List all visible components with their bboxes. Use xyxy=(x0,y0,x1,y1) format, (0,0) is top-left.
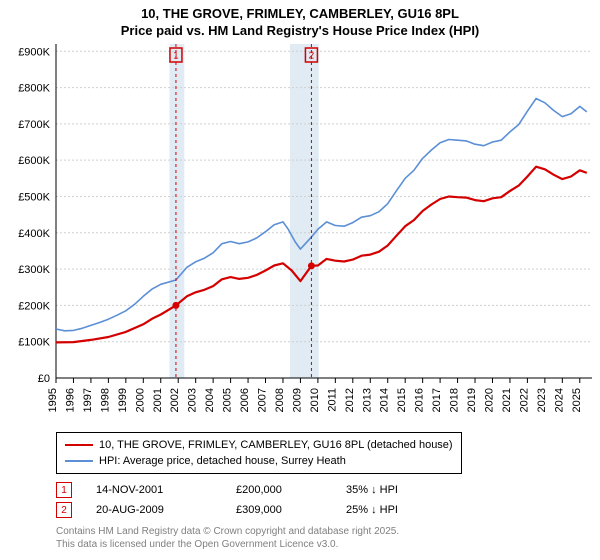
chart-container: 10, THE GROVE, FRIMLEY, CAMBERLEY, GU16 … xyxy=(0,0,600,560)
svg-text:£400K: £400K xyxy=(18,228,50,240)
licence-line-1: Contains HM Land Registry data © Crown c… xyxy=(56,526,399,537)
svg-text:2017: 2017 xyxy=(431,388,443,412)
sale-date-1: 14-NOV-2001 xyxy=(96,484,236,496)
svg-text:£0: £0 xyxy=(38,373,50,385)
sale-row-2: 2 20-AUG-2009 £309,000 25% ↓ HPI xyxy=(56,500,466,520)
svg-text:2019: 2019 xyxy=(466,388,478,412)
sale-delta-1: 35% ↓ HPI xyxy=(346,484,466,496)
svg-text:2015: 2015 xyxy=(396,388,408,412)
svg-text:2024: 2024 xyxy=(553,388,565,412)
svg-text:2005: 2005 xyxy=(222,388,234,412)
svg-text:£800K: £800K xyxy=(18,82,50,94)
legend-swatch-hpi xyxy=(65,460,93,462)
chart-svg: £0 £100K £200K £300K £400K £500K £600K £700K £80… xyxy=(0,40,600,420)
svg-text:2003: 2003 xyxy=(187,388,199,412)
chart-plot: £0 £100K £200K £300K £400K £500K £600K £700K £80… xyxy=(0,40,600,420)
svg-text:2014: 2014 xyxy=(379,388,391,412)
sale-delta-2: 25% ↓ HPI xyxy=(346,504,466,516)
svg-text:2012: 2012 xyxy=(344,388,356,412)
sale-price-1: £200,000 xyxy=(236,484,346,496)
sale-price-2: £309,000 xyxy=(236,504,346,516)
svg-text:2022: 2022 xyxy=(518,388,530,412)
sale-date-2: 20-AUG-2009 xyxy=(96,504,236,516)
licence-line-2: This data is licensed under the Open Gov… xyxy=(56,539,338,550)
legend: 10, THE GROVE, FRIMLEY, CAMBERLEY, GU16 … xyxy=(56,432,462,474)
svg-text:£500K: £500K xyxy=(18,191,50,203)
svg-text:2013: 2013 xyxy=(361,388,373,412)
sale-marker-2: 2 xyxy=(56,502,72,518)
svg-text:£100K: £100K xyxy=(18,336,50,348)
svg-text:2001: 2001 xyxy=(152,388,164,412)
title-line-2: Price paid vs. HM Land Registry's House … xyxy=(121,23,480,38)
svg-text:1996: 1996 xyxy=(64,388,76,412)
svg-text:£700K: £700K xyxy=(18,119,50,131)
chart-title: 10, THE GROVE, FRIMLEY, CAMBERLEY, GU16 … xyxy=(0,0,600,40)
sales-table: 1 14-NOV-2001 £200,000 35% ↓ HPI 2 20-AU… xyxy=(56,480,466,520)
svg-text:1: 1 xyxy=(173,50,179,61)
legend-swatch-price-paid xyxy=(65,444,93,446)
svg-text:2011: 2011 xyxy=(326,388,338,412)
svg-text:2016: 2016 xyxy=(414,388,426,412)
legend-item-price-paid: 10, THE GROVE, FRIMLEY, CAMBERLEY, GU16 … xyxy=(65,437,453,453)
legend-label-hpi: HPI: Average price, detached house, Surr… xyxy=(99,455,346,467)
svg-text:2023: 2023 xyxy=(536,388,548,412)
svg-text:1998: 1998 xyxy=(99,388,111,412)
title-line-1: 10, THE GROVE, FRIMLEY, CAMBERLEY, GU16 … xyxy=(141,6,459,21)
svg-text:2002: 2002 xyxy=(169,388,181,412)
svg-text:2020: 2020 xyxy=(483,388,495,412)
svg-text:2008: 2008 xyxy=(274,388,286,412)
legend-item-hpi: HPI: Average price, detached house, Surr… xyxy=(65,453,453,469)
sale-marker-1: 1 xyxy=(56,482,72,498)
svg-text:2009: 2009 xyxy=(291,388,303,412)
svg-text:£900K: £900K xyxy=(18,46,50,58)
svg-text:1995: 1995 xyxy=(47,388,59,412)
licence-text: Contains HM Land Registry data © Crown c… xyxy=(56,526,399,551)
svg-text:2000: 2000 xyxy=(134,388,146,412)
svg-text:2: 2 xyxy=(309,50,315,61)
svg-text:£200K: £200K xyxy=(18,300,50,312)
svg-text:2010: 2010 xyxy=(309,388,321,412)
svg-text:1999: 1999 xyxy=(117,388,129,412)
svg-text:2021: 2021 xyxy=(501,388,513,412)
svg-text:2007: 2007 xyxy=(257,388,269,412)
svg-text:£600K: £600K xyxy=(18,155,50,167)
sale-row-1: 1 14-NOV-2001 £200,000 35% ↓ HPI xyxy=(56,480,466,500)
legend-label-price-paid: 10, THE GROVE, FRIMLEY, CAMBERLEY, GU16 … xyxy=(99,439,453,451)
svg-text:2006: 2006 xyxy=(239,388,251,412)
svg-text:1997: 1997 xyxy=(82,388,94,412)
svg-text:£300K: £300K xyxy=(18,264,50,276)
svg-text:2004: 2004 xyxy=(204,388,216,412)
svg-text:2025: 2025 xyxy=(571,388,583,412)
svg-text:2018: 2018 xyxy=(449,388,461,412)
